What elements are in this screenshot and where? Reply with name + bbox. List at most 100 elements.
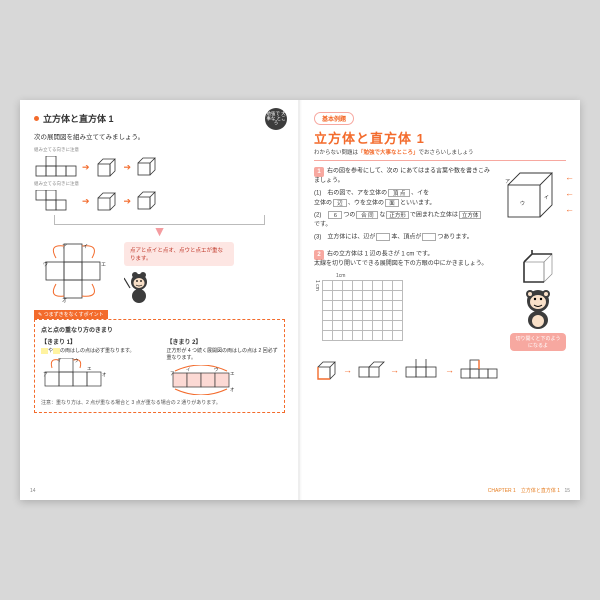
- left-title: 立方体と直方体 1: [43, 112, 114, 125]
- caption-1: 組み立てる向きに注意: [34, 147, 285, 153]
- divider: [314, 160, 566, 161]
- arrow-icon: ➔: [82, 196, 90, 207]
- kimari-2: 【きまり 2】 正方形が 4 つ続く展開図の両はしの点は 2 回必ず重なります。: [167, 337, 279, 395]
- t: (1) 右の図で、アを立体の: [314, 191, 387, 197]
- arrow-icon: ←: [565, 204, 574, 214]
- left-title-bar: 立方体と直方体 1: [34, 112, 285, 125]
- t: でおさらいしましょう: [419, 150, 474, 156]
- t: 立体の: [314, 200, 332, 206]
- svg-text:エ: エ: [87, 366, 92, 371]
- point-section: ✎ つまずきをなくすポイント 点と点の重なり方のきまり 【きまり 1】 や の両…: [34, 310, 285, 413]
- chapter-label: CHAPTER 1 立方体と直方体 1: [488, 487, 560, 494]
- blank[interactable]: 合 同: [356, 211, 378, 219]
- t: で囲まれた立体は: [410, 213, 458, 219]
- kimari2-diagram: アイウ エオ: [167, 365, 277, 395]
- svg-text:オ: オ: [102, 372, 107, 377]
- blank[interactable]: [422, 233, 436, 241]
- monkey-pointer-icon: [124, 270, 154, 304]
- t: つの: [343, 213, 355, 219]
- cube-partial-1: [94, 156, 120, 178]
- blank[interactable]: [376, 233, 390, 241]
- grid-label-top: 1cm: [336, 273, 504, 279]
- foldrow-2: ➔ ➔: [34, 190, 285, 212]
- lbl-a: ア: [505, 179, 510, 185]
- unfold-final: [459, 357, 501, 383]
- svg-text:オ: オ: [62, 298, 67, 304]
- t: 右の図を参考にして、次の にあてはまる言葉や数を書きこみましょう。: [314, 169, 490, 185]
- unfold-sequence: → → →: [314, 357, 566, 383]
- cube-1: [135, 156, 157, 178]
- net-l-shape: [34, 156, 78, 178]
- q1-line2b: です。: [314, 221, 490, 230]
- arrow-icon: ➔: [124, 196, 132, 207]
- cross-net: ア イ ウ エ オ: [34, 242, 114, 304]
- t: 本、頂点が: [391, 234, 421, 240]
- t: の両はしの点は必ず重なります。: [60, 348, 135, 354]
- foldrow-1: ➔ ➔: [34, 156, 285, 178]
- kimari1-diagram: ア イ ウ エオ: [41, 358, 141, 394]
- kimari-note: 注意：重なり方は、2 点が重なる場合と 3 点が重なる場合の 2 通りがあります…: [41, 399, 278, 406]
- blank[interactable]: 正方形: [386, 211, 409, 219]
- cut-cube: [518, 250, 558, 286]
- bracket: [54, 215, 265, 225]
- svg-text:ア: ア: [62, 244, 67, 250]
- svg-text:ウ: ウ: [43, 261, 48, 268]
- t: つあります。: [437, 234, 472, 240]
- t: わからない問題は: [314, 150, 358, 156]
- q1-line2: (2) 6つの合 同な正方形で囲まれた立体は立方体: [314, 211, 490, 221]
- blank[interactable]: 6: [328, 211, 342, 219]
- badge-study-point: 勉強で 大事な ところ: [265, 108, 287, 130]
- blank[interactable]: 辺: [333, 199, 347, 207]
- qnum-1: 1: [314, 167, 324, 177]
- right-page: 基本例題 立方体と直方体 1 わからない問題は「勉強で大事なところ」でおさらいし…: [300, 100, 580, 500]
- lbl-u: ウ: [520, 200, 525, 207]
- arrow-icon: →: [343, 365, 352, 375]
- svg-text:エ: エ: [101, 262, 106, 268]
- kimari1-text: や の両はしの点は必ず重なります。: [41, 348, 153, 355]
- lbl-i: イ: [544, 195, 549, 201]
- unfold-step-2: [357, 359, 385, 381]
- cube-partial-2: [94, 190, 120, 212]
- arrow-icon: →: [390, 365, 399, 375]
- q1-line1b: 立体の辺、ウを立体の面といいます。: [314, 199, 490, 209]
- arrow-icon: →: [445, 365, 454, 375]
- left-page: 勉強で 大事な ところ 立方体と直方体 1 次の展開図を組み立ててみましょう。 …: [20, 100, 300, 500]
- q2-lead: 2右の立方体は 1 辺の長さが 1 cm です。 太線を切り開いてできる展開図を…: [314, 250, 504, 269]
- right-title: 立方体と直方体 1: [314, 128, 566, 147]
- t: といいます。: [400, 200, 435, 206]
- blank[interactable]: 面: [385, 199, 399, 207]
- point-heading: 点と点の重なり方のきまり: [41, 325, 278, 334]
- blank[interactable]: 立方体: [459, 211, 482, 219]
- blank[interactable]: 頂 点: [388, 189, 410, 197]
- grid-label-left: 1 cm: [314, 280, 320, 292]
- answer-grid[interactable]: [322, 280, 403, 341]
- svg-text:イ: イ: [83, 244, 88, 250]
- t: 、イを: [411, 191, 429, 197]
- labeled-cube: ア イ ウ: [500, 167, 562, 223]
- right-header: 基本例題: [314, 112, 566, 125]
- arrow-icon: ←: [565, 188, 574, 198]
- cube-2: [135, 190, 157, 212]
- svg-text:ウ: ウ: [74, 358, 79, 363]
- speech-bubble: 切り開くと下のようになるよ: [510, 333, 566, 351]
- t: 右の立方体は 1 辺の長さが 1 cm です。 太線を切り開いてできる展開図を下…: [314, 252, 487, 268]
- svg-text:イ: イ: [186, 367, 191, 372]
- unfold-cube-1: [314, 359, 338, 381]
- page-number-right: 15: [564, 488, 570, 494]
- svg-text:ウ: ウ: [214, 366, 219, 372]
- t: (3) 立方体には、辺が: [314, 234, 375, 240]
- kimari-1: 【きまり 1】 や の両はしの点は必ず重なります。: [41, 337, 153, 395]
- kimari2-text: 正方形が 4 つ続く展開図の両はしの点は 2 回必ず重なります。: [167, 348, 279, 362]
- right-subtitle: わからない問題は「勉強で大事なところ」でおさらいしましょう: [314, 148, 566, 156]
- caption-2: 組み立てる向きに注意: [34, 181, 285, 187]
- svg-text:ア: ア: [43, 372, 48, 378]
- q1-line1: (1) 右の図で、アを立体の頂 点、イを: [314, 189, 490, 199]
- question-2: 2右の立方体は 1 辺の長さが 1 cm です。 太線を切り開いてできる展開図を…: [314, 250, 566, 351]
- t: 、ウを立体の: [348, 200, 384, 206]
- svg-text:オ: オ: [230, 387, 235, 392]
- cross-row: アイ ウエ オ 点アと点イと点オ、点ウと点エが重なります。: [34, 242, 285, 304]
- t: 「勉強で大事なところ」: [358, 150, 419, 156]
- question-1: 1右の図を参考にして、次の にあてはまる言葉や数を書きこみましょう。 (1) 右…: [314, 167, 566, 242]
- svg-text:イ: イ: [57, 358, 62, 363]
- arrow-icon: ➔: [124, 162, 132, 173]
